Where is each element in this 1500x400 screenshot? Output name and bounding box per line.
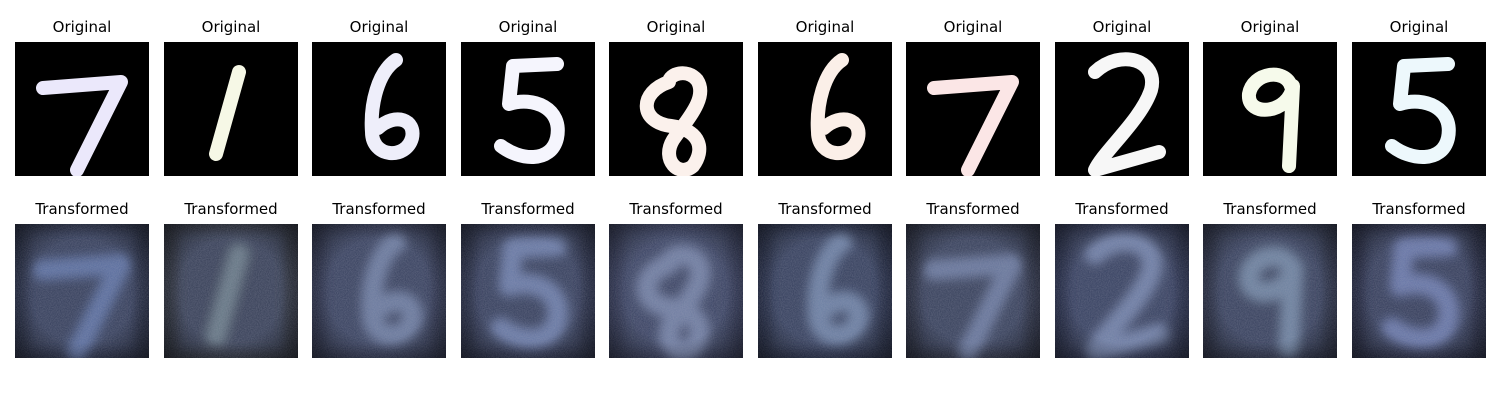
transformed_row-title: Transformed bbox=[1075, 200, 1169, 218]
digit-9-image bbox=[1203, 42, 1337, 176]
digit-6-image bbox=[758, 224, 892, 358]
digit-5-image bbox=[1352, 224, 1486, 358]
original_row-image bbox=[758, 42, 892, 176]
digit-5-image bbox=[461, 42, 595, 176]
digit-6-image bbox=[758, 42, 892, 176]
transformed_row-title: Transformed bbox=[1223, 200, 1317, 218]
original_row-title: Original bbox=[349, 18, 409, 36]
digit-5-image bbox=[461, 224, 595, 358]
digit-7-image bbox=[906, 224, 1040, 358]
transformed_row-image bbox=[461, 224, 595, 358]
transformed_row-image bbox=[1055, 224, 1189, 358]
original_row-title: Original bbox=[1240, 18, 1300, 36]
digit-1-image bbox=[164, 224, 298, 358]
transformed_row-image bbox=[1352, 224, 1486, 358]
original_row-image bbox=[609, 42, 743, 176]
original_row-title: Original bbox=[52, 18, 112, 36]
transformed_row-title: Transformed bbox=[35, 200, 129, 218]
transformed_row-title: Transformed bbox=[778, 200, 872, 218]
digit-7-image bbox=[906, 42, 1040, 176]
original_row-title: Original bbox=[498, 18, 558, 36]
original_row-image bbox=[906, 42, 1040, 176]
digit-2-image bbox=[1055, 42, 1189, 176]
digit-5-image bbox=[1352, 42, 1486, 176]
original_row-title: Original bbox=[1389, 18, 1449, 36]
original_row-image bbox=[461, 42, 595, 176]
digit-6-image bbox=[312, 224, 446, 358]
transformed_row-title: Transformed bbox=[629, 200, 723, 218]
digit-8-image bbox=[609, 42, 743, 176]
original_row-title: Original bbox=[1092, 18, 1152, 36]
original_row-image bbox=[312, 42, 446, 176]
digit-2-image bbox=[1055, 224, 1189, 358]
original_row-image bbox=[15, 42, 149, 176]
transformed_row-image bbox=[15, 224, 149, 358]
digit-7-image bbox=[15, 224, 149, 358]
digit-9-image bbox=[1203, 224, 1337, 358]
transformed_row-image bbox=[906, 224, 1040, 358]
original_row-image bbox=[1055, 42, 1189, 176]
transformed_row-title: Transformed bbox=[184, 200, 278, 218]
transformed_row-image bbox=[758, 224, 892, 358]
transformed_row-title: Transformed bbox=[1372, 200, 1466, 218]
transformed_row-title: Transformed bbox=[332, 200, 426, 218]
original_row-image bbox=[1203, 42, 1337, 176]
original_row-title: Original bbox=[943, 18, 1003, 36]
original_row-image bbox=[164, 42, 298, 176]
original_row-title: Original bbox=[795, 18, 855, 36]
transformed_row-image bbox=[312, 224, 446, 358]
digit-1-image bbox=[164, 42, 298, 176]
original_row-title: Original bbox=[201, 18, 261, 36]
original_row-title: Original bbox=[646, 18, 706, 36]
transformed_row-image bbox=[164, 224, 298, 358]
transformed_row-title: Transformed bbox=[481, 200, 575, 218]
digit-7-image bbox=[15, 42, 149, 176]
digit-8-image bbox=[609, 224, 743, 358]
digit-6-image bbox=[312, 42, 446, 176]
transformed_row-title: Transformed bbox=[926, 200, 1020, 218]
transformed_row-image bbox=[1203, 224, 1337, 358]
transformed_row-image bbox=[609, 224, 743, 358]
original_row-image bbox=[1352, 42, 1486, 176]
